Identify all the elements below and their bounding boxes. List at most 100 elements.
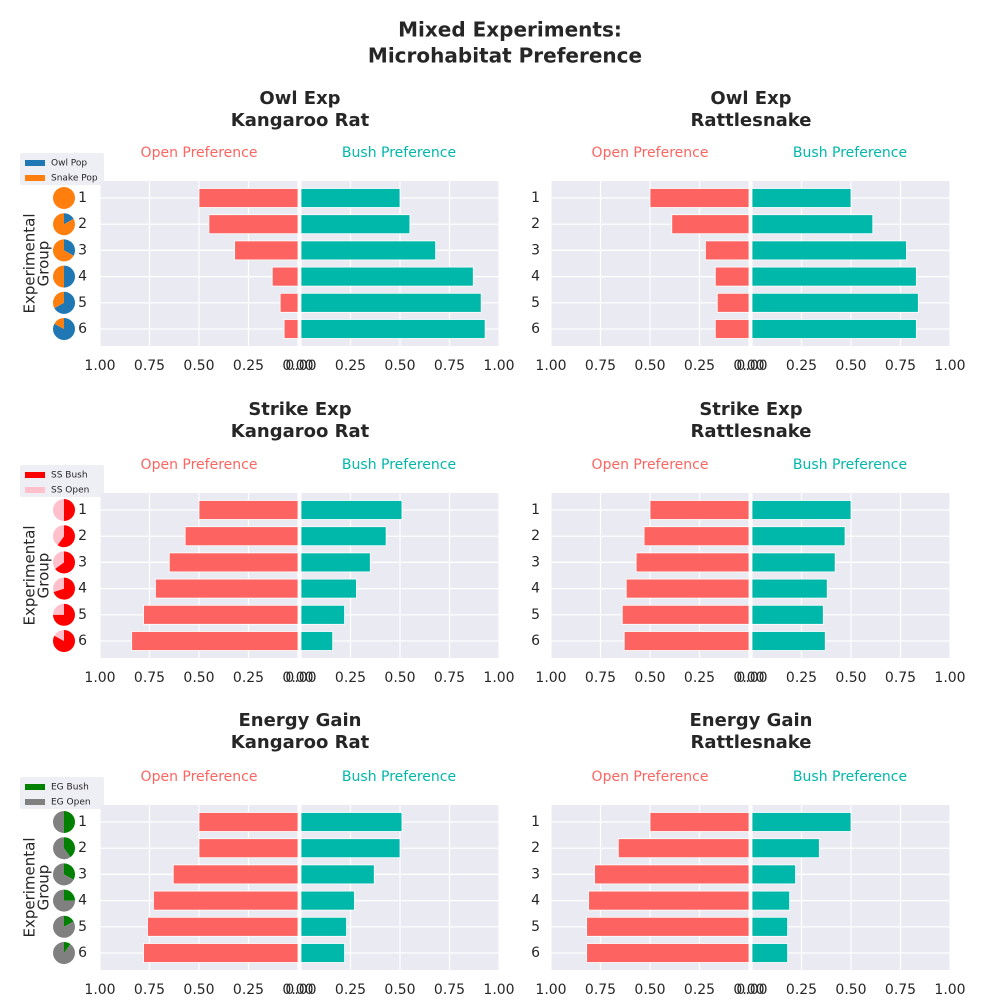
y-tick-label: 6 — [78, 945, 87, 961]
y-tick-label: 3 — [78, 554, 87, 570]
legend-swatch — [25, 487, 45, 493]
x-tick-label: 0.00 — [285, 670, 316, 686]
bar — [208, 214, 299, 235]
bar — [300, 890, 355, 911]
bar — [198, 838, 299, 859]
x-tick-label: 0.00 — [282, 982, 313, 998]
y-axis-label: Experimental — [21, 213, 39, 313]
bar — [751, 631, 826, 651]
bar — [283, 319, 299, 339]
bar — [300, 864, 375, 885]
legend-label: Owl Pop — [51, 159, 87, 169]
pie-wedge — [64, 213, 74, 225]
bar — [751, 890, 791, 911]
bar — [751, 500, 852, 520]
bar — [588, 890, 750, 911]
bar — [621, 604, 750, 625]
x-tick-label: 0.00 — [733, 358, 764, 374]
bar — [751, 916, 789, 937]
bar — [751, 240, 907, 261]
y-tick-label: 2 — [78, 528, 87, 544]
legend-label: Bush Preference — [793, 457, 907, 473]
y-tick-label: 5 — [78, 295, 87, 311]
pie-wedge — [52, 577, 64, 592]
pie-wedge — [52, 837, 71, 860]
legend-label: Bush Preference — [342, 769, 456, 785]
bar — [635, 552, 750, 573]
bar — [184, 526, 299, 547]
bar — [751, 319, 917, 339]
y-tick-label: 5 — [531, 295, 540, 311]
bar — [714, 319, 750, 339]
bar — [300, 292, 482, 313]
x-tick-label: 1.00 — [934, 670, 965, 686]
y-axis-label: Group — [35, 241, 53, 287]
bar — [131, 631, 299, 651]
pie-wedge — [53, 187, 75, 209]
legend-label: Open Preference — [592, 145, 709, 161]
pie-wedge — [53, 811, 64, 833]
legend-label: Open Preference — [592, 769, 709, 785]
legend-label: Open Preference — [141, 769, 258, 785]
x-tick-label: 0.25 — [233, 358, 264, 374]
bar — [155, 578, 299, 599]
y-tick-label: 1 — [78, 502, 87, 518]
bar — [300, 812, 403, 832]
x-tick-label: 0.00 — [285, 358, 316, 374]
pie-wedge — [53, 551, 64, 569]
pie-wedge — [64, 915, 74, 927]
bar — [300, 214, 411, 235]
bar — [147, 916, 299, 937]
pie-wedge — [52, 291, 64, 309]
bar — [714, 266, 750, 287]
x-tick-label: 1.00 — [84, 670, 115, 686]
x-tick-label: 0.75 — [134, 358, 165, 374]
x-tick-label: 0.25 — [786, 982, 817, 998]
bar — [594, 864, 750, 885]
pie-wedge — [64, 837, 75, 858]
bar — [279, 292, 299, 313]
bar — [649, 812, 750, 832]
bar — [172, 864, 299, 885]
bar — [643, 526, 750, 547]
x-tick-label: 0.25 — [684, 982, 715, 998]
pie-wedge — [57, 525, 75, 548]
x-tick-label: 0.00 — [285, 982, 316, 998]
pie-wedge — [64, 499, 75, 521]
bar — [751, 812, 852, 832]
x-tick-label: 0.25 — [233, 982, 264, 998]
y-tick-label: 3 — [531, 242, 540, 258]
pie-wedge — [64, 239, 76, 256]
legend-label: Open Preference — [141, 145, 258, 161]
legend-label: Bush Preference — [342, 457, 456, 473]
pie-wedge — [54, 291, 75, 314]
y-tick-label: 6 — [78, 321, 87, 337]
bar — [751, 214, 874, 235]
x-tick-label: 0.50 — [183, 982, 214, 998]
y-tick-label: 6 — [78, 633, 87, 649]
pie-wedge — [64, 889, 75, 901]
bar — [143, 604, 299, 625]
x-tick-label: 0.50 — [634, 982, 665, 998]
pie-wedge — [54, 318, 64, 329]
panel-title: Owl Exp — [259, 88, 340, 109]
x-tick-label: 0.25 — [335, 982, 366, 998]
pie-wedge — [53, 603, 75, 626]
panel-title: Strike Exp — [699, 399, 802, 420]
bar — [143, 943, 299, 963]
y-axis-label: Experimental — [21, 525, 39, 625]
pie-wedge — [52, 863, 74, 886]
bar — [153, 890, 299, 911]
legend-label: Bush Preference — [793, 145, 907, 161]
x-tick-label: 0.50 — [835, 670, 866, 686]
pie-wedge — [64, 265, 75, 288]
x-tick-label: 0.50 — [384, 982, 415, 998]
bar — [751, 292, 919, 313]
x-tick-label: 0.75 — [585, 358, 616, 374]
bar — [300, 188, 401, 208]
bar — [198, 188, 299, 208]
bar — [300, 943, 345, 963]
x-tick-label: 0.25 — [684, 358, 715, 374]
legend-label: Snake Pop — [51, 174, 98, 184]
legend-swatch — [25, 784, 45, 790]
